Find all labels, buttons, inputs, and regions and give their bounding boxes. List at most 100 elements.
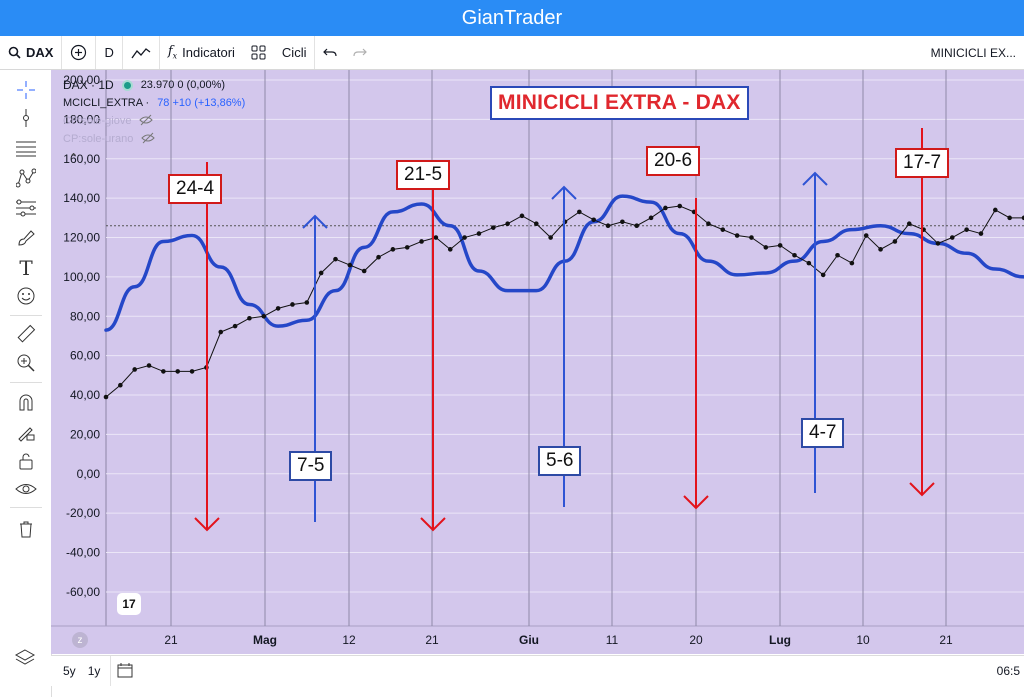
forecast-icon[interactable] bbox=[14, 197, 38, 219]
indicator-value: 78 +10 (+13,86%) bbox=[157, 97, 246, 109]
price-point bbox=[333, 256, 338, 262]
chevron-up-icon[interactable]: ⌃ bbox=[69, 151, 79, 164]
price-point bbox=[161, 369, 166, 374]
legend-symbol-row[interactable]: DAX · 1D 23.970 0 (0,00%) bbox=[63, 76, 245, 94]
price-point bbox=[189, 369, 195, 374]
price-point bbox=[577, 209, 582, 215]
price-point bbox=[892, 239, 898, 244]
search-icon bbox=[8, 46, 21, 59]
y-tick-label: 80,00 bbox=[70, 309, 100, 323]
unlock-icon[interactable] bbox=[14, 450, 38, 472]
tradingview-logo: 17 bbox=[117, 593, 141, 615]
price-point bbox=[404, 245, 410, 250]
blue-arrow-head bbox=[302, 214, 328, 229]
price-point bbox=[605, 223, 611, 229]
price-point bbox=[476, 231, 482, 236]
layout-button[interactable] bbox=[243, 36, 274, 69]
interval-button[interactable]: D bbox=[95, 36, 121, 69]
price-point bbox=[1021, 215, 1024, 221]
price-point bbox=[935, 241, 941, 246]
y-tick-label: 60,00 bbox=[70, 349, 100, 363]
undo-button[interactable] bbox=[314, 36, 345, 69]
blue-date-label: 4-7 bbox=[801, 418, 845, 448]
y-tick-label: 40,00 bbox=[70, 388, 100, 402]
ruler-icon[interactable] bbox=[14, 323, 38, 345]
redo-button[interactable] bbox=[345, 36, 375, 69]
compare-symbol-button[interactable] bbox=[61, 36, 95, 69]
legend-collapse-row[interactable]: ⌃ bbox=[63, 148, 245, 166]
divider bbox=[10, 315, 42, 316]
red-date-label: 17-7 bbox=[895, 148, 950, 178]
magnet-icon[interactable] bbox=[14, 391, 38, 413]
price-point bbox=[247, 315, 252, 321]
price-point bbox=[462, 235, 467, 240]
brush-icon[interactable] bbox=[14, 227, 38, 249]
add-circle-icon bbox=[70, 44, 87, 61]
range-1y-button[interactable]: 1y bbox=[87, 664, 101, 678]
indicators-button[interactable]: fx Indicatori bbox=[158, 36, 243, 69]
blue-date-label: 7-5 bbox=[289, 451, 333, 481]
red-arrow-head bbox=[909, 482, 935, 497]
emoji-icon[interactable] bbox=[14, 285, 38, 307]
x-tick-label: 12 bbox=[342, 633, 356, 647]
y-tick-label: -60,00 bbox=[66, 585, 100, 599]
chart-legend: DAX · 1D 23.970 0 (0,00%) MCICLI_EXTRA ·… bbox=[63, 76, 245, 166]
x-tick-label: 21 bbox=[939, 633, 953, 647]
symbol-search[interactable]: DAX bbox=[0, 36, 61, 69]
layout-name[interactable]: MINICICLI EX... bbox=[931, 36, 1016, 69]
trend-line-icon[interactable] bbox=[14, 107, 38, 129]
price-point bbox=[849, 260, 855, 266]
price-point bbox=[433, 235, 439, 240]
cycles-button[interactable]: Cicli bbox=[274, 36, 315, 69]
text-tool-icon[interactable]: T bbox=[19, 256, 33, 280]
layers-icon[interactable] bbox=[14, 648, 36, 673]
pattern-icon[interactable] bbox=[14, 167, 38, 189]
x-tick-label: Lug bbox=[769, 633, 791, 647]
crosshair-icon[interactable] bbox=[14, 79, 38, 101]
price-point bbox=[792, 252, 797, 258]
indicator-name: MCICLI_EXTRA · bbox=[63, 97, 150, 109]
price-point bbox=[863, 233, 869, 238]
blue-date-label: 5-6 bbox=[538, 446, 582, 476]
chart-svg[interactable]: 200,00180,00160,00140,00120,00100,0080,0… bbox=[51, 70, 1024, 654]
legend-cp1-row[interactable]: CP:sole-giove bbox=[63, 112, 245, 130]
legend-indicator-row[interactable]: MCICLI_EXTRA · 78 +10 (+13,86%) bbox=[63, 94, 245, 112]
eye-icon[interactable] bbox=[14, 478, 38, 500]
price-point bbox=[361, 268, 367, 274]
trash-icon[interactable] bbox=[14, 518, 38, 540]
interval-label: D bbox=[104, 45, 114, 60]
chart-canvas[interactable]: 200,00 180,00 160,00 140,00 120,00 100,00 80,0… bbox=[51, 70, 1024, 654]
price-point bbox=[677, 203, 683, 209]
range-5y-button[interactable]: 5y bbox=[63, 664, 76, 678]
price-point bbox=[146, 363, 152, 368]
red-arrow-head bbox=[194, 517, 220, 532]
hidden-eye-icon[interactable] bbox=[141, 132, 156, 147]
y-tick-label: -40,00 bbox=[66, 546, 100, 560]
price-point bbox=[390, 247, 396, 252]
legend-cp2-row[interactable]: CP:sole-urano bbox=[63, 130, 245, 148]
price-point bbox=[376, 254, 381, 260]
function-icon: fx bbox=[167, 44, 178, 61]
chart-type-button[interactable] bbox=[121, 36, 159, 69]
price-point bbox=[634, 223, 640, 229]
horizontal-lines-icon[interactable] bbox=[14, 137, 38, 159]
price-point bbox=[820, 272, 826, 278]
price-point bbox=[103, 394, 109, 400]
price-point bbox=[175, 369, 181, 374]
price-point bbox=[218, 329, 224, 335]
price-point bbox=[806, 260, 812, 266]
lock-drawing-icon[interactable] bbox=[14, 421, 38, 443]
hidden-eye-icon[interactable] bbox=[139, 114, 154, 129]
price-point bbox=[993, 207, 998, 213]
price-point bbox=[734, 233, 740, 238]
price-point bbox=[132, 367, 137, 372]
indicators-label: Indicatori bbox=[182, 45, 235, 60]
red-date-label: 24-4 bbox=[168, 174, 223, 204]
zoom-in-icon[interactable] bbox=[14, 352, 38, 374]
date-range-button[interactable] bbox=[110, 656, 139, 686]
reset-scale-icon[interactable]: z bbox=[72, 632, 88, 648]
market-status-icon bbox=[121, 79, 133, 91]
divider bbox=[10, 507, 42, 508]
clock-time[interactable]: 06:5 bbox=[996, 664, 1020, 678]
price-point bbox=[978, 231, 984, 236]
